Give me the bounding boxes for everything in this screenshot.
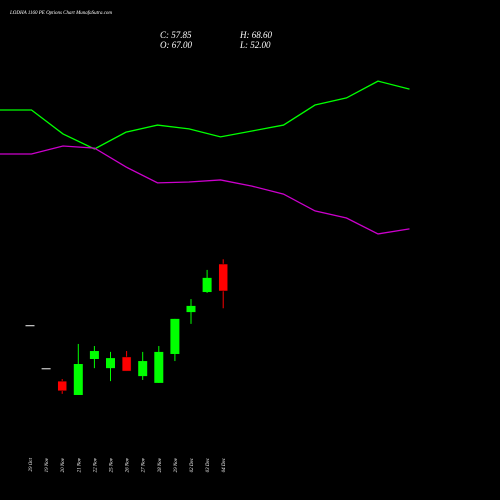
chart-title: LODHA 1160 PE Options Chart MunafaSutra.… [9, 11, 112, 16]
x-tick-label: 19 Nov [45, 457, 50, 472]
x-tick-label: 02 Dec [190, 457, 195, 472]
x-tick-label: 21 Nov [77, 457, 82, 472]
x-tick-label: 25 Nov [110, 457, 115, 472]
candle-body [89, 351, 99, 359]
candle-body [106, 358, 115, 369]
x-tick-label: 28 Nov [158, 457, 163, 472]
candle-body [41, 368, 51, 370]
ohlc-high: H: 68.60 [239, 30, 272, 40]
candle-body [202, 277, 212, 293]
candle-body [186, 305, 196, 313]
ohlc-close: C: 57.85 [160, 30, 192, 40]
x-tick-label: 03 Dec [206, 457, 211, 472]
indicator-line [0, 145, 410, 235]
x-tick-label: 29 Nov [174, 457, 179, 472]
x-tick-label: 20 Nov [61, 457, 66, 472]
x-tick-label: 29 Oct [29, 457, 34, 471]
indicator-line [0, 80, 410, 150]
x-tick-label: 27 Nov [142, 457, 147, 472]
candle-body [121, 356, 132, 372]
ohlc-open: O: 67.00 [160, 40, 192, 50]
x-tick-label: 22 Nov [93, 457, 98, 472]
candle-body [57, 380, 67, 392]
candle-body [170, 318, 180, 354]
candle-body [154, 351, 164, 383]
candle-body [218, 263, 228, 292]
candle-body [138, 361, 148, 377]
x-tick-label: 26 Nov [126, 457, 131, 472]
candle-body [73, 364, 83, 395]
candle-body [25, 325, 35, 327]
x-tick-label: 04 Dec [222, 457, 227, 472]
ohlc-low: L: 52.00 [239, 40, 271, 50]
